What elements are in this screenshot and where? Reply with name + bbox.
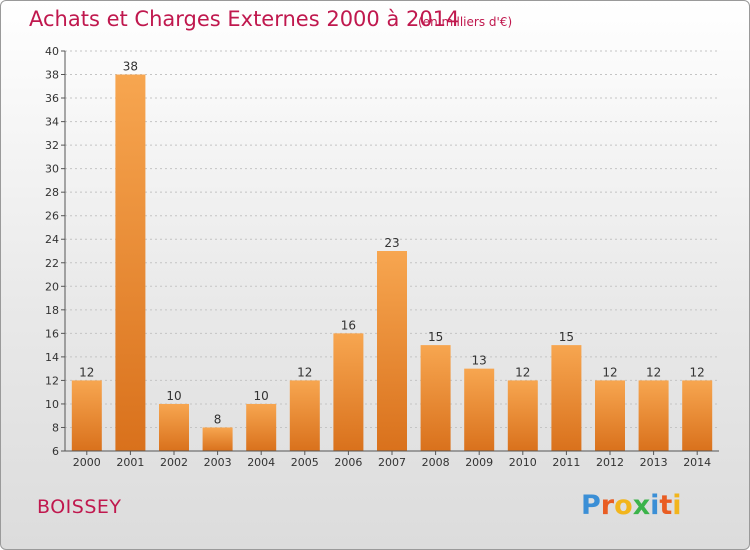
bars: 12 38 10 8 10 12 16 23 15 13 12 15 12 12 12 (71, 60, 713, 451)
bar (202, 427, 233, 451)
place-name: BOISSEY (37, 496, 122, 518)
bar-value-label: 12 (690, 365, 705, 379)
bar-value-label: 12 (79, 365, 94, 379)
x-tick-label: 2011 (552, 456, 580, 469)
y-tick-label: 10 (45, 398, 59, 411)
x-tick-label: 2014 (683, 456, 711, 469)
x-tick-label: 2002 (160, 456, 188, 469)
chart-title: Achats et Charges Externes 2000 à 2014 (29, 7, 460, 31)
bar (246, 403, 277, 451)
bar (289, 380, 320, 451)
bar-value-label: 13 (472, 354, 487, 368)
y-tick-label: 30 (45, 163, 59, 176)
proxiti-logo[interactable]: Proxiti (581, 490, 682, 521)
x-tick-label: 2003 (204, 456, 232, 469)
bar (464, 368, 495, 451)
bar (638, 380, 669, 451)
bar (377, 251, 407, 451)
x-tick-label: 2004 (247, 456, 275, 469)
logo-letter: i (672, 490, 682, 521)
logo-letter: t (659, 490, 673, 521)
bar (71, 380, 102, 451)
x-axis: 2000 2001 2002 2003 2004 2005 2006 2007 2008 2009… (65, 450, 719, 469)
logo-letter: r (600, 490, 615, 521)
bar (507, 380, 538, 451)
x-tick-label: 2001 (116, 456, 144, 469)
x-tick-label: 2005 (291, 456, 319, 469)
bar (420, 345, 451, 451)
y-tick-label: 32 (45, 139, 59, 152)
y-tick-label: 6 (52, 445, 59, 458)
y-tick-label: 8 (52, 421, 59, 434)
bar-value-label: 12 (515, 365, 530, 379)
bar-value-label: 12 (602, 365, 617, 379)
x-tick-label: 2007 (378, 456, 406, 469)
x-tick-label: 2010 (509, 456, 537, 469)
y-tick-label: 24 (45, 233, 59, 246)
y-tick-label: 26 (45, 210, 59, 223)
x-tick-label: 2013 (640, 456, 668, 469)
x-tick-label: 2006 (334, 456, 362, 469)
y-tick-label: 34 (45, 116, 59, 129)
x-tick-label: 2012 (596, 456, 624, 469)
y-tick-label: 18 (45, 304, 59, 317)
bar-value-label: 12 (646, 365, 661, 379)
bar-value-label: 15 (559, 330, 574, 344)
logo-letter: x (632, 490, 651, 521)
bar-value-label: 23 (384, 236, 399, 250)
bar-value-label: 10 (166, 389, 181, 403)
y-tick-label: 14 (45, 351, 59, 364)
chart-unit: (en milliers d'€) (418, 15, 513, 29)
logo-letter: i (650, 490, 660, 521)
y-tick-label: 36 (45, 92, 59, 105)
y-tick-label: 22 (45, 257, 59, 270)
bar-value-label: 10 (254, 389, 269, 403)
y-tick-label: 40 (45, 45, 59, 58)
y-tick-label: 16 (45, 327, 59, 340)
bar (595, 380, 625, 451)
bar (159, 403, 189, 451)
bar (333, 333, 364, 451)
bar-value-label: 16 (341, 318, 356, 332)
bar (682, 380, 713, 451)
bar-value-label: 12 (297, 365, 312, 379)
x-tick-label: 2009 (465, 456, 493, 469)
y-tick-label: 28 (45, 186, 59, 199)
logo-letter: P (581, 490, 601, 521)
bar (115, 74, 146, 451)
bar (551, 345, 582, 451)
logo-letter: o (614, 490, 633, 521)
y-tick-label: 20 (45, 280, 59, 293)
x-tick-label: 2000 (73, 456, 101, 469)
y-tick-label: 38 (45, 69, 59, 82)
x-tick-label: 2008 (422, 456, 450, 469)
bar-value-label: 38 (123, 60, 138, 74)
y-tick-label: 12 (45, 374, 59, 387)
y-axis: 6 8 10 12 14 16 18 20 22 24 26 28 30 32 34 36 38 40 (45, 45, 66, 458)
bar-value-label: 15 (428, 330, 443, 344)
bar-value-label: 8 (214, 412, 222, 426)
